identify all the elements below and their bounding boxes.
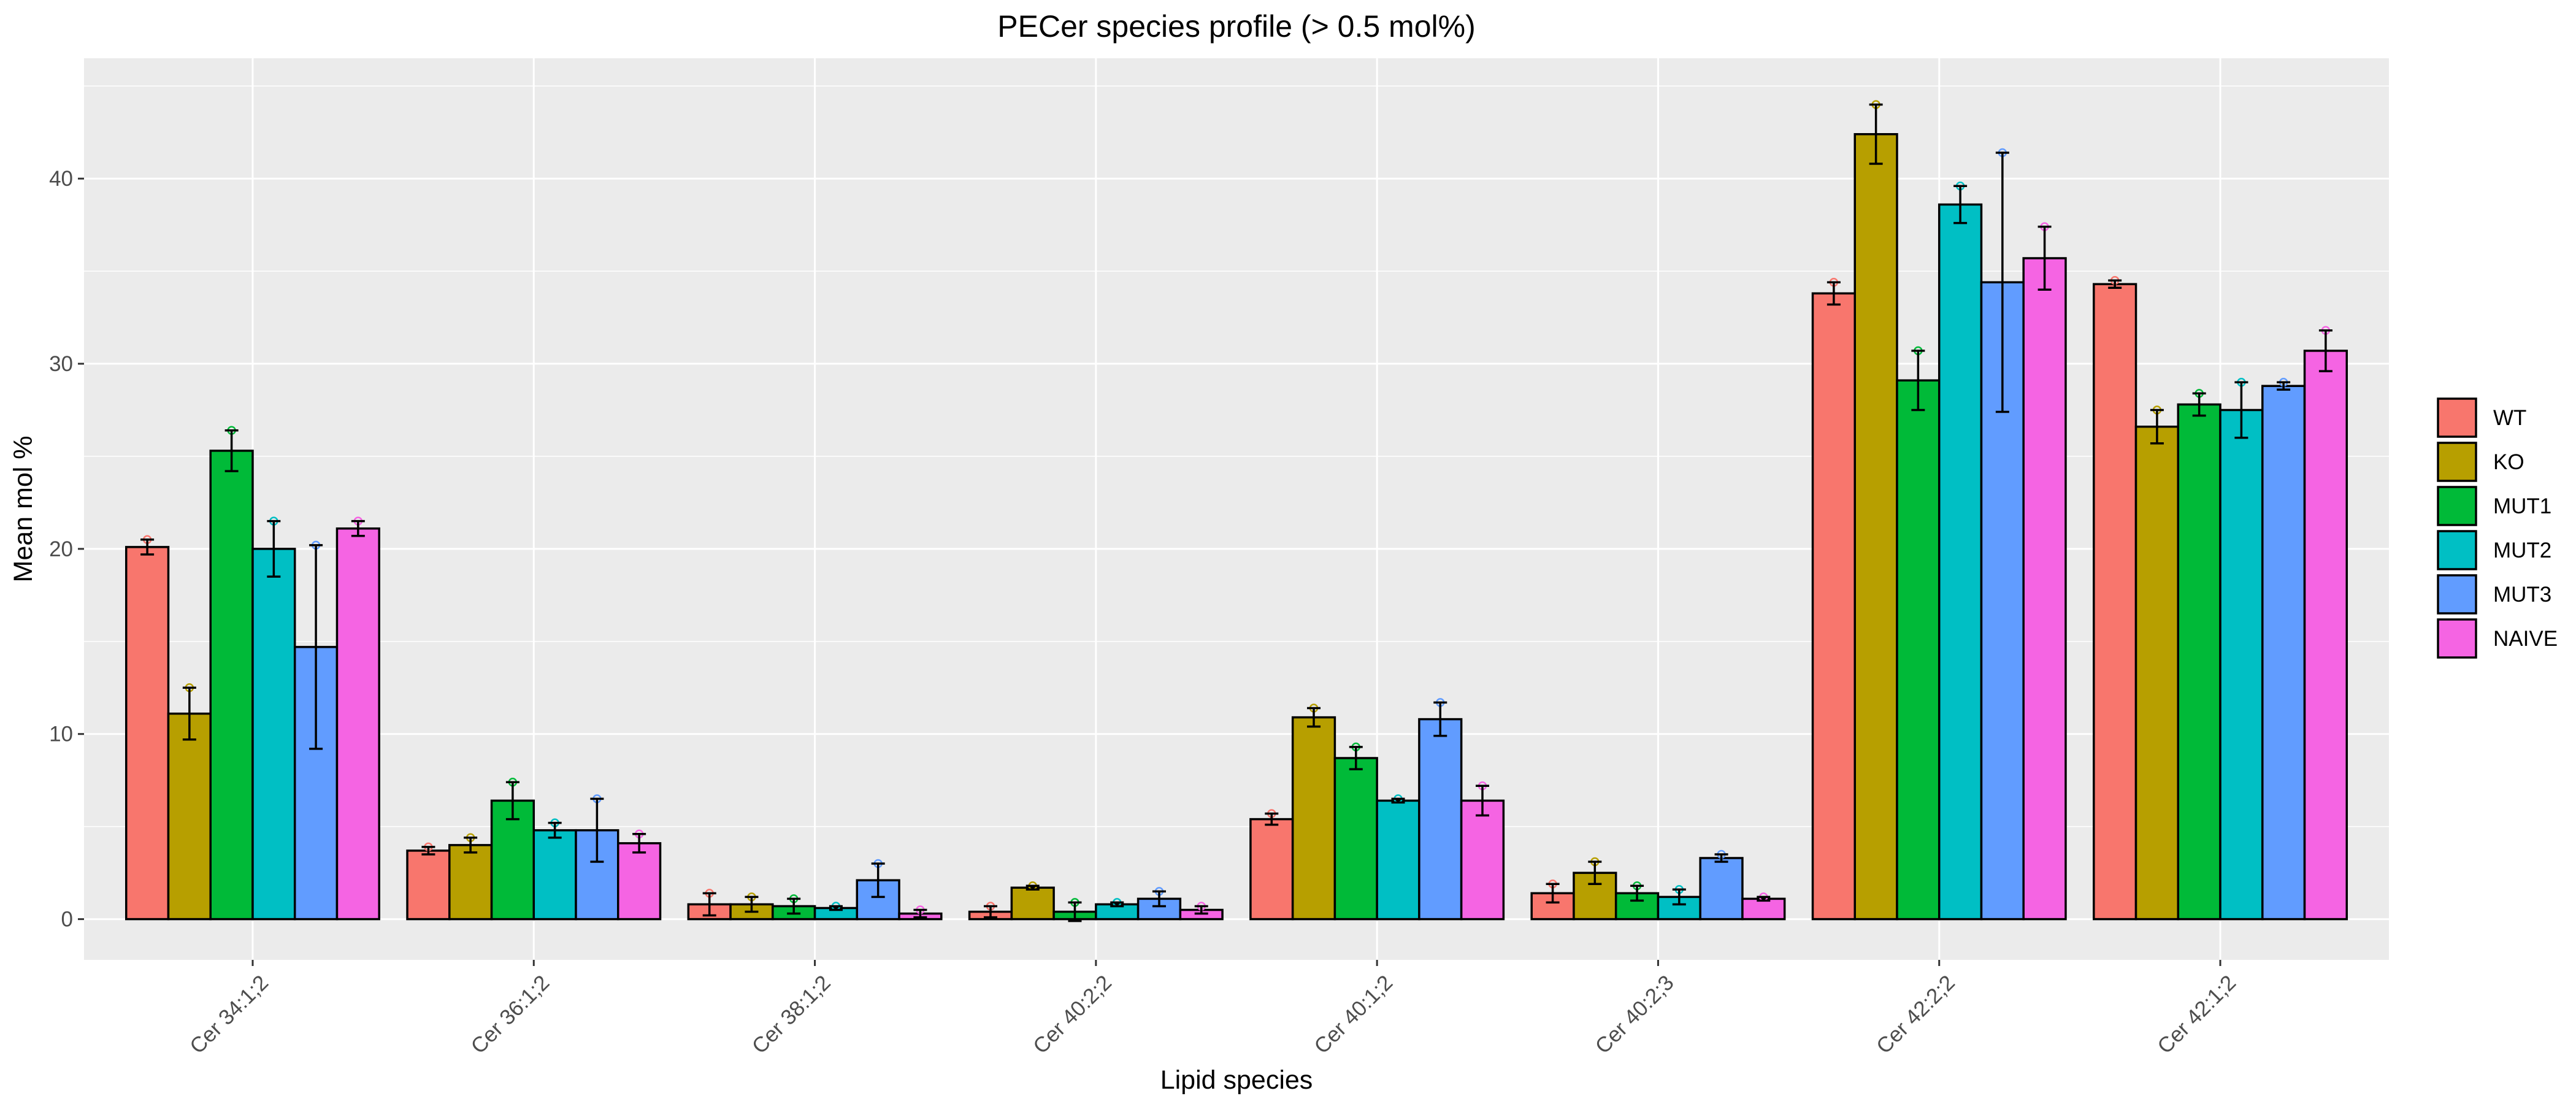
bar: [1418, 718, 1463, 921]
y-axis: 0 10 20 30 40: [49, 167, 84, 932]
bar: [490, 799, 535, 921]
bar: [2134, 425, 2180, 921]
legend-key: [2437, 618, 2477, 659]
bar: [1896, 379, 1941, 921]
y-tick-label: 30: [49, 352, 73, 376]
bar: [251, 548, 296, 921]
bar: [617, 842, 662, 921]
bar: [167, 712, 212, 921]
bar: [1741, 897, 1786, 921]
bar: [448, 844, 493, 921]
bar: [335, 527, 380, 921]
bar: [1249, 818, 1294, 921]
legend-key: [2437, 486, 2477, 526]
legend-key: [2437, 530, 2477, 570]
error-bars: [140, 103, 2333, 922]
y-axis-title: Mean mol %: [9, 436, 38, 583]
bar: [209, 450, 254, 921]
bar: [1010, 886, 1055, 921]
legend-key: [2437, 574, 2477, 615]
bar: [1376, 799, 1420, 921]
legend-label: MUT1: [2493, 494, 2551, 518]
bars: [125, 133, 2348, 921]
bar: [2261, 385, 2306, 921]
y-tick-label: 20: [49, 537, 73, 561]
legend-key: [2437, 442, 2477, 482]
legend-label: KO: [2493, 450, 2524, 474]
legend-label: NAIVE: [2493, 627, 2558, 651]
y-tick-label: 10: [49, 723, 73, 746]
bar: [1938, 203, 1983, 921]
bar: [2219, 408, 2264, 921]
bar: [1811, 292, 1856, 921]
bar: [532, 829, 577, 921]
bar: [2303, 350, 2348, 921]
bar: [125, 546, 170, 921]
bar: [1699, 857, 1744, 921]
bar: [1853, 133, 1898, 921]
bar: [1333, 757, 1378, 921]
bar: [1460, 799, 1505, 921]
bar: [406, 849, 451, 921]
bar: [1291, 716, 1336, 921]
y-tick-label: 40: [49, 167, 73, 191]
bar: [2093, 283, 2137, 921]
legend: WT KO MUT1 MUT2 MUT3 NAIVE: [2437, 397, 2558, 659]
chart-title: PECer species profile (> 0.5 mol%): [997, 9, 1475, 44]
legend-label: MUT2: [2493, 539, 2551, 562]
legend-label: MUT3: [2493, 583, 2551, 607]
bar: [2022, 257, 2067, 921]
y-tick-label: 0: [61, 908, 73, 932]
x-axis-title: Lipid species: [1160, 1065, 1313, 1095]
legend-key: [2437, 397, 2477, 438]
bar: [2177, 403, 2221, 921]
legend-label: WT: [2493, 406, 2526, 430]
